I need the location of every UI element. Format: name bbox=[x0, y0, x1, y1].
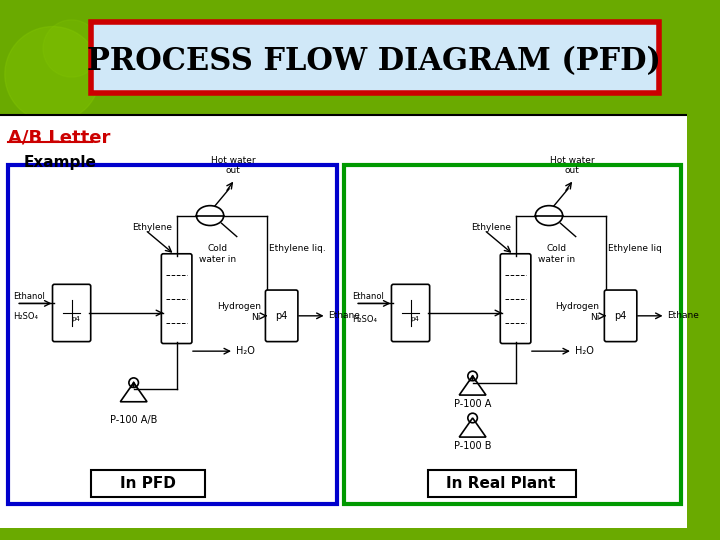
Bar bbox=[0, 12, 688, 116]
Bar bbox=[428, 470, 576, 497]
Text: Example: Example bbox=[24, 156, 96, 171]
FancyBboxPatch shape bbox=[91, 22, 659, 93]
Text: Cold
water in: Cold water in bbox=[199, 244, 236, 264]
Bar bbox=[8, 165, 337, 504]
Ellipse shape bbox=[197, 206, 224, 226]
Text: Hot water
out: Hot water out bbox=[549, 156, 594, 176]
Text: Cold
water in: Cold water in bbox=[538, 244, 575, 264]
Text: P-100 A: P-100 A bbox=[454, 399, 491, 409]
Text: In PFD: In PFD bbox=[120, 476, 176, 491]
FancyBboxPatch shape bbox=[53, 285, 91, 342]
Text: Ethanol: Ethanol bbox=[14, 292, 45, 301]
FancyBboxPatch shape bbox=[161, 254, 192, 343]
FancyBboxPatch shape bbox=[604, 290, 636, 342]
Text: H₂O: H₂O bbox=[575, 346, 593, 356]
Text: H₂SO₄: H₂SO₄ bbox=[352, 315, 377, 324]
Text: Ethane: Ethane bbox=[328, 312, 360, 320]
Text: p4: p4 bbox=[614, 311, 627, 321]
Text: H₂O: H₂O bbox=[236, 346, 255, 356]
Text: PROCESS FLOW DIAGRAM (PFD): PROCESS FLOW DIAGRAM (PFD) bbox=[87, 46, 661, 77]
FancyBboxPatch shape bbox=[500, 254, 531, 343]
Text: p4: p4 bbox=[276, 311, 288, 321]
Bar bbox=[91, 470, 205, 497]
Text: Hydrogen
Ni: Hydrogen Ni bbox=[556, 302, 600, 322]
Circle shape bbox=[43, 20, 100, 77]
Text: P-100 B: P-100 B bbox=[454, 441, 491, 451]
Bar bbox=[343, 165, 680, 504]
Text: p4: p4 bbox=[410, 316, 419, 322]
Bar bbox=[0, 116, 688, 528]
Text: P-100 A/B: P-100 A/B bbox=[110, 415, 158, 425]
Text: Ethylene: Ethylene bbox=[471, 222, 510, 232]
Circle shape bbox=[5, 26, 100, 122]
FancyBboxPatch shape bbox=[266, 290, 298, 342]
Text: p4: p4 bbox=[71, 316, 80, 322]
Text: Hydrogen
Ni: Hydrogen Ni bbox=[217, 302, 261, 322]
Text: Ethane: Ethane bbox=[667, 312, 699, 320]
Text: Ethylene liq: Ethylene liq bbox=[608, 245, 662, 253]
Text: Ethylene liq.: Ethylene liq. bbox=[269, 245, 326, 253]
FancyBboxPatch shape bbox=[392, 285, 430, 342]
Text: H₂SO₄: H₂SO₄ bbox=[14, 312, 38, 321]
Text: Ethylene: Ethylene bbox=[132, 222, 172, 232]
Ellipse shape bbox=[536, 206, 562, 226]
Text: In Real Plant: In Real Plant bbox=[446, 476, 556, 491]
Text: A/B Letter: A/B Letter bbox=[8, 129, 110, 147]
Text: Hot water
out: Hot water out bbox=[211, 156, 256, 176]
Text: Ethanol: Ethanol bbox=[352, 292, 384, 301]
